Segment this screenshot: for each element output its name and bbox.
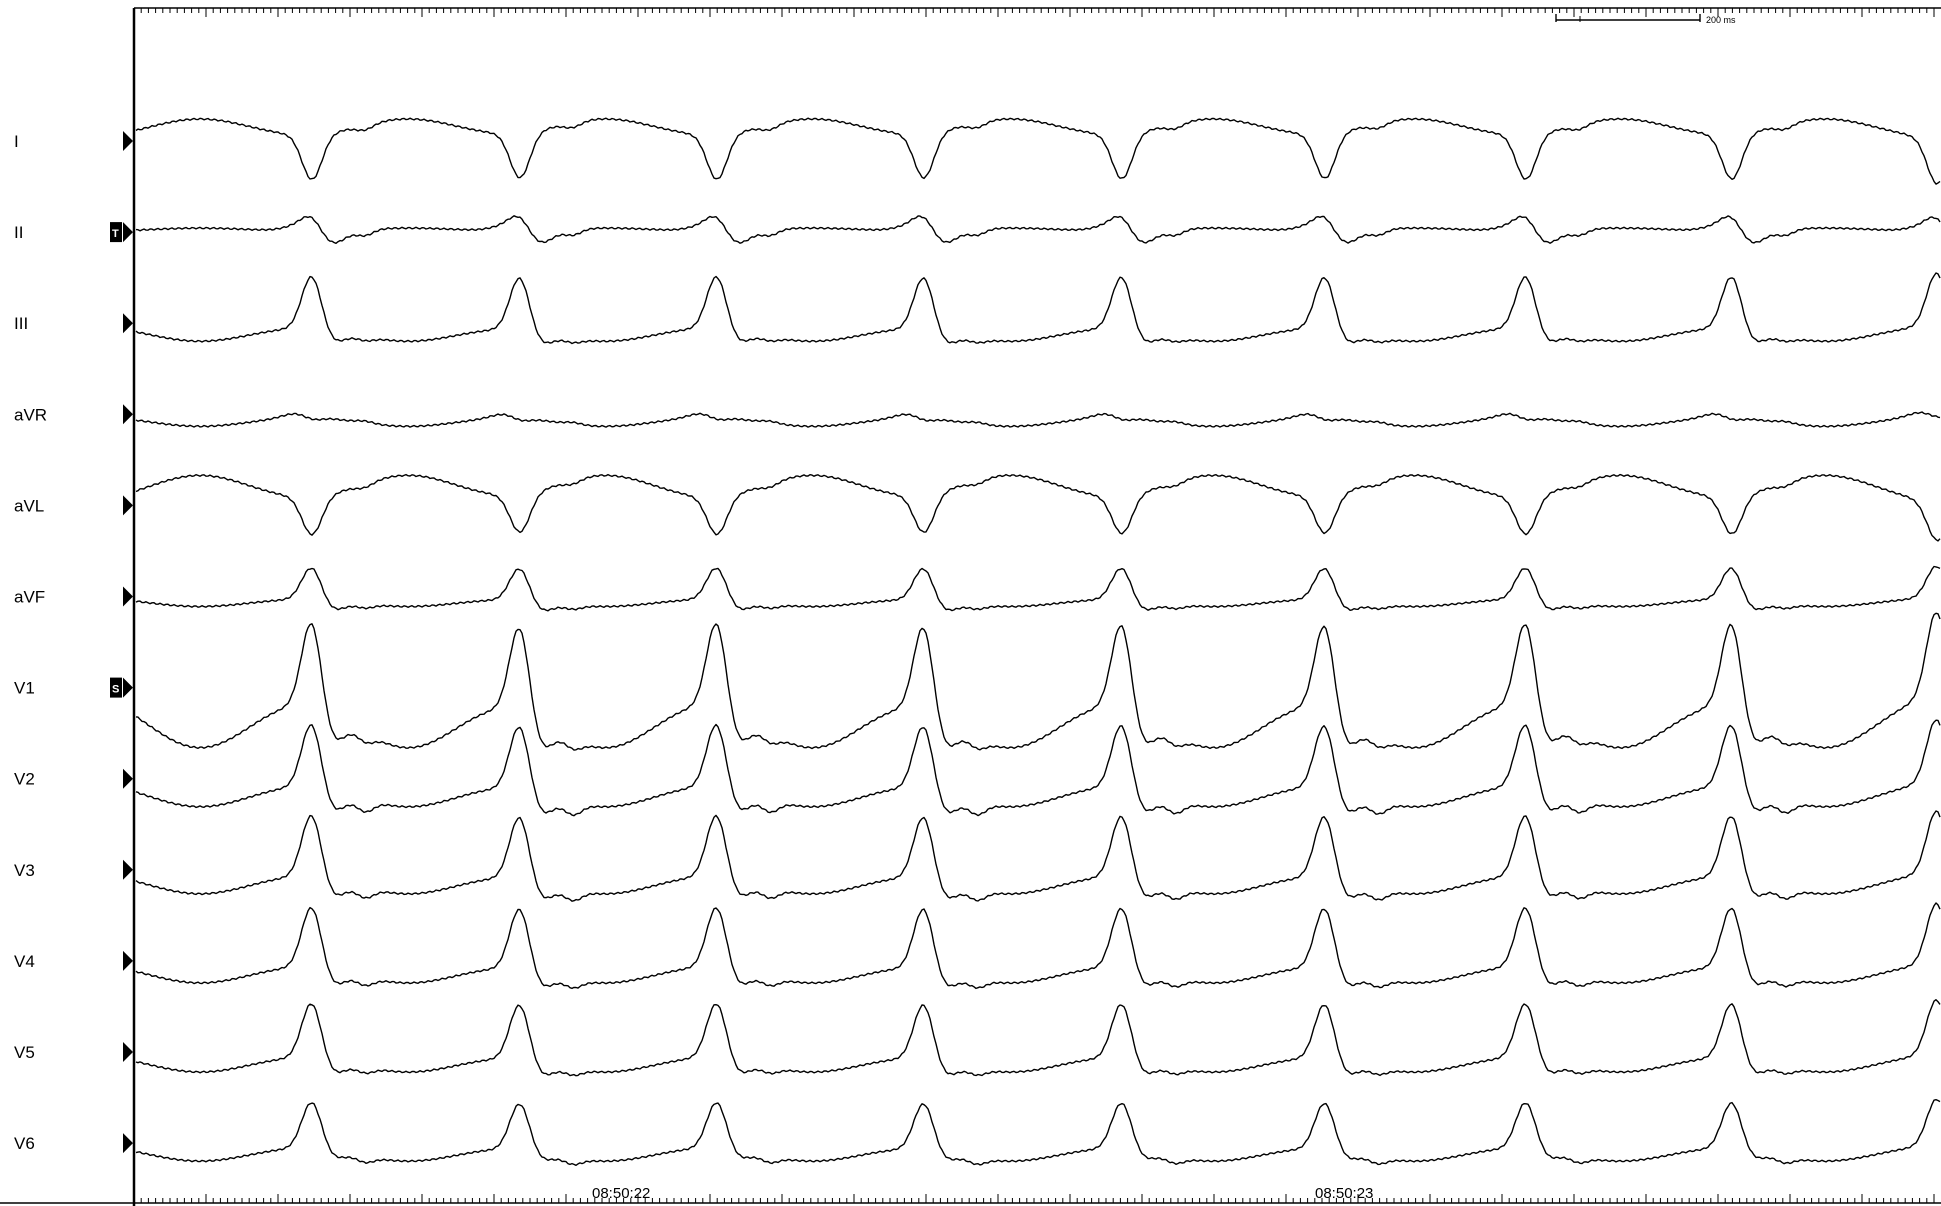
- lead-label-v5: V5: [14, 1043, 35, 1062]
- trace-v1: [135, 612, 1941, 751]
- lead-label-ii: II: [14, 223, 23, 242]
- trace-v6: [135, 1099, 1941, 1166]
- lead-arrow-avf[interactable]: [123, 586, 133, 607]
- trace-iii: [135, 272, 1941, 345]
- lead-arrow-v3[interactable]: [123, 859, 133, 880]
- timestamp-1: 08:50:22: [592, 1185, 650, 1202]
- bottom-time-ruler: [0, 1194, 1941, 1204]
- lead-label-avf: aVF: [14, 588, 45, 607]
- trace-i: [135, 117, 1941, 185]
- trace-v3: [135, 810, 1941, 902]
- lead-marker-letter: T: [112, 228, 119, 240]
- lead-arrow-ii[interactable]: [123, 222, 133, 243]
- lead-arrow-v1[interactable]: [123, 677, 133, 698]
- trace-avf: [135, 565, 1941, 612]
- lead-marker-letter: S: [112, 684, 119, 696]
- lead-label-avl: aVL: [14, 496, 44, 515]
- trace-ii: [135, 215, 1941, 244]
- lead-label-v6: V6: [14, 1134, 35, 1153]
- scale-bar-label: 200 ms: [1706, 15, 1736, 25]
- trace-v2: [135, 719, 1941, 817]
- lead-marker-box[interactable]: [110, 677, 122, 698]
- trace-avl: [135, 473, 1941, 542]
- lead-label-iii: III: [14, 314, 28, 333]
- trace-v5: [135, 999, 1941, 1077]
- lead-label-v3: V3: [14, 861, 35, 880]
- ecg-traces: [135, 117, 1941, 1166]
- lead-arrow-iii[interactable]: [123, 313, 133, 334]
- top-time-ruler: [133, 7, 1941, 17]
- trace-v4: [135, 902, 1941, 990]
- lead-label-v2: V2: [14, 770, 35, 789]
- scale-bar: 200 ms: [1555, 14, 1736, 25]
- lead-arrow-i[interactable]: [123, 131, 133, 151]
- lead-arrow-v6[interactable]: [123, 1133, 133, 1154]
- lead-arrow-v4[interactable]: [123, 950, 133, 971]
- lead-label-v4: V4: [14, 952, 35, 971]
- lead-arrow-v5[interactable]: [123, 1042, 133, 1062]
- lead-label-i: I: [14, 132, 19, 151]
- timestamp-2: 08:50:23: [1315, 1185, 1373, 1202]
- lead-marker-box[interactable]: [110, 222, 122, 243]
- lead-arrow-avr[interactable]: [123, 404, 133, 425]
- trace-avr: [135, 411, 1941, 428]
- lead-label-v1: V1: [14, 679, 35, 698]
- lead-arrow-v2[interactable]: [123, 768, 133, 789]
- lead-label-avr: aVR: [14, 405, 47, 424]
- lead-arrow-avl[interactable]: [123, 495, 133, 516]
